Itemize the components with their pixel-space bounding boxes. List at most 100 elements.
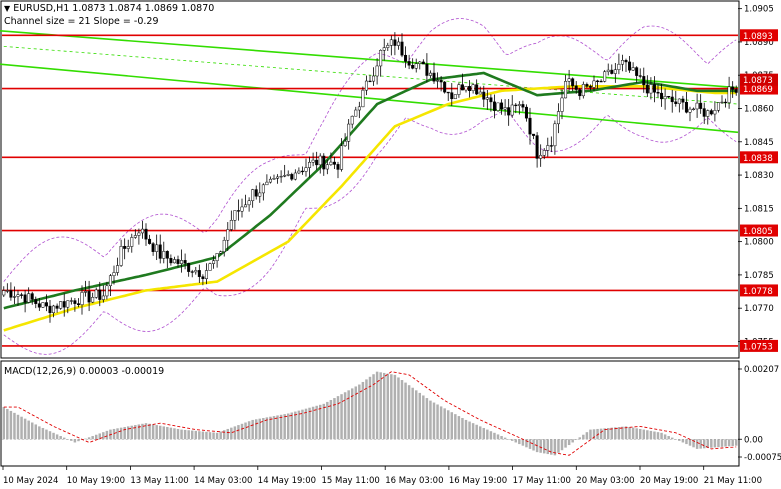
macd-bar [390, 374, 393, 440]
candle [354, 106, 358, 117]
candle-body [521, 104, 525, 108]
candle-body [492, 101, 496, 111]
macd-bar [379, 372, 382, 440]
macd-bar [105, 430, 109, 440]
x-tick-label: 14 May 19:00 [258, 476, 316, 486]
candle-body [638, 75, 642, 77]
macd-bar [318, 404, 322, 440]
y-tick-label: 1.0860 [744, 105, 774, 115]
macd-bar [550, 439, 553, 455]
bollinger-upper [3, 18, 737, 282]
candle-body [34, 299, 38, 304]
level-tag-label: 1.0805 [743, 227, 773, 237]
candle [606, 63, 610, 76]
candle-body [471, 84, 475, 91]
macd-bar [158, 425, 162, 440]
candle [620, 54, 624, 72]
candle-body [510, 104, 514, 116]
macd-bar [731, 439, 734, 446]
candle [521, 100, 525, 112]
candle-body [404, 54, 408, 62]
macd-bar [254, 419, 258, 440]
y-tick-label: 1.0815 [744, 204, 774, 214]
candle [535, 132, 539, 168]
candle-body [439, 80, 443, 83]
macd-bar [443, 408, 446, 440]
candle-body [478, 91, 482, 95]
candle [553, 120, 557, 155]
candle [414, 58, 418, 73]
macd-bar [571, 439, 574, 443]
candle [425, 53, 429, 83]
candle-body [98, 289, 102, 300]
macd-bar [635, 428, 638, 440]
candle-body [5, 290, 9, 292]
candle-body [308, 161, 312, 168]
candle-body [656, 91, 660, 94]
candle-body [368, 80, 372, 83]
macd-bar [240, 423, 244, 440]
candle [542, 148, 546, 160]
macd-bar [102, 432, 105, 440]
macd-bar [532, 439, 535, 451]
macd-bar [631, 427, 635, 440]
candle-body [692, 108, 696, 110]
candle [496, 102, 500, 113]
candle-body [588, 86, 592, 88]
macd-bar [560, 439, 564, 451]
candle-body [464, 86, 468, 91]
candle-body [55, 305, 59, 309]
macd-bar [557, 439, 560, 453]
candle [709, 108, 713, 116]
candle-body [553, 123, 557, 147]
macd-bar [646, 430, 649, 440]
moving-averages [3, 71, 737, 332]
candle-body [130, 237, 134, 247]
candle [699, 94, 703, 114]
candle-body [546, 145, 550, 151]
macd-bar [354, 386, 358, 440]
candle [151, 242, 155, 256]
candle-body [592, 80, 596, 88]
candle-body [727, 86, 731, 103]
candle-body [66, 300, 70, 308]
candle [158, 234, 162, 264]
candle [596, 79, 600, 89]
candle [613, 63, 617, 83]
candle-body [567, 78, 571, 82]
candle [101, 285, 105, 303]
x-tick-label: 14 May 03:00 [194, 476, 252, 486]
macd-bar [713, 439, 717, 448]
macd-bar [151, 424, 155, 440]
macd-bar [276, 415, 279, 440]
candle [176, 255, 180, 268]
macd-bar [432, 402, 436, 440]
candle-body [84, 291, 88, 293]
candle-body [500, 102, 504, 110]
candle [201, 274, 205, 286]
macd-bar [41, 427, 45, 440]
macd-bar [13, 412, 16, 440]
macd-bar [94, 434, 98, 440]
candle-body [322, 155, 326, 170]
candle [393, 32, 397, 56]
candle-body [613, 69, 617, 74]
symbol-info: ▼ EURUSD,H1 1.0873 1.0874 1.0869 1.0870 [4, 3, 214, 14]
candle [556, 103, 560, 134]
macd-bar [137, 424, 141, 440]
candle-body [23, 294, 27, 303]
macd-bar [361, 381, 365, 440]
candle [603, 69, 607, 83]
candle [84, 280, 88, 297]
candle [450, 83, 454, 107]
level-tag-label: 1.0753 [743, 342, 773, 352]
candle [635, 66, 639, 83]
candle [276, 174, 280, 184]
macd-bar [585, 432, 589, 440]
macd-bar [212, 432, 215, 440]
candle-body [610, 69, 614, 74]
macd-bar [347, 390, 350, 440]
candle [41, 302, 45, 308]
candle [400, 33, 404, 58]
